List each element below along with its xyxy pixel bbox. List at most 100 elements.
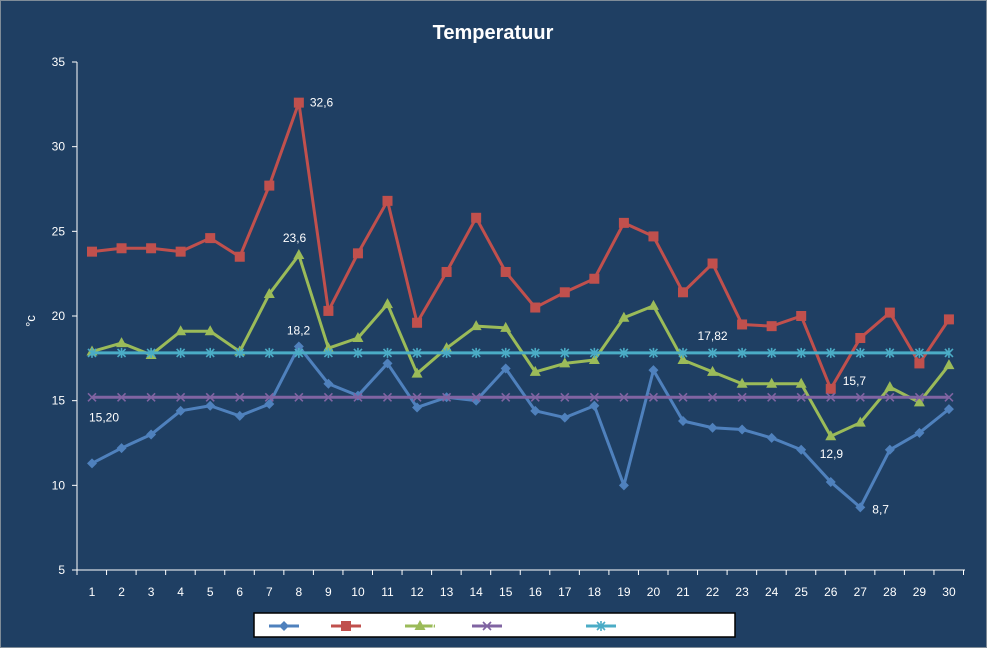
data-point-maand-gemiddelde	[619, 347, 629, 358]
data-point-gem	[766, 377, 778, 388]
data-point-gem	[559, 357, 571, 368]
data-point-max	[530, 302, 541, 313]
y-tick-label: 35	[52, 55, 66, 69]
data-point-maand-gemiddelde	[796, 347, 806, 358]
x-tick-label: 5	[207, 585, 214, 599]
data-point-max	[796, 311, 807, 321]
data-point-max	[293, 97, 304, 108]
data-point-maand-norm	[589, 392, 599, 402]
x-tick-label: 3	[148, 585, 155, 599]
data-point-max	[559, 287, 570, 298]
data-point-gem	[707, 365, 719, 376]
data-point-max	[737, 319, 748, 330]
data-point-min	[855, 502, 866, 513]
data-point-max	[500, 266, 511, 277]
data-point-maand-gemiddelde	[944, 347, 954, 358]
series-maand-norm	[87, 392, 954, 402]
series-layer	[86, 97, 955, 513]
data-point-max	[412, 317, 423, 328]
x-tick-label: 14	[469, 585, 483, 599]
y-tick-label: 30	[52, 140, 66, 154]
x-tick-label: 12	[410, 585, 424, 599]
data-point-maand-gemiddelde	[294, 347, 304, 358]
y-tick-label: 10	[52, 478, 66, 492]
data-point-gem	[382, 298, 393, 309]
data-point-gem	[204, 325, 216, 336]
data-point-maand-gemiddelde	[412, 347, 422, 358]
legend-marker-min	[279, 621, 289, 631]
data-point-gem	[116, 337, 128, 348]
data-point-gem	[884, 381, 896, 392]
data-label: 15,7	[843, 374, 867, 388]
data-point-maand-norm	[87, 392, 97, 402]
data-point-maand-gemiddelde	[707, 347, 718, 358]
x-tick-label: 30	[942, 585, 956, 599]
data-point-maand-norm	[560, 392, 570, 402]
data-point-gem	[647, 299, 659, 310]
data-point-maand-gemiddelde	[235, 347, 245, 358]
series-gem	[86, 249, 955, 441]
y-axis-title: °c	[23, 315, 38, 327]
data-point-max	[707, 258, 718, 269]
data-point-max	[648, 231, 659, 242]
x-tick-label: 7	[266, 585, 273, 599]
data-point-gem	[736, 377, 748, 388]
data-point-min	[648, 365, 659, 376]
data-point-maand-norm	[116, 392, 127, 402]
x-tick-label: 9	[325, 585, 332, 599]
legend-marker-max	[341, 621, 351, 631]
data-point-maand-gemiddelde	[471, 347, 481, 358]
data-point-min	[589, 400, 600, 411]
x-tick-label: 21	[676, 585, 690, 599]
data-point-max	[943, 314, 954, 325]
data-point-maand-norm	[412, 392, 422, 402]
data-label: 8,7	[872, 502, 889, 516]
x-tick-label: 15	[499, 585, 513, 599]
x-tick-label: 11	[381, 585, 394, 599]
data-label: 17,82	[698, 329, 728, 343]
x-tick-label: 24	[765, 585, 779, 599]
x-tick-label: 20	[647, 585, 661, 599]
data-point-gem	[293, 249, 305, 260]
data-point-gem	[588, 354, 600, 365]
data-point-min	[205, 400, 216, 411]
data-point-maand-norm	[471, 392, 481, 402]
data-point-gem	[677, 354, 689, 365]
data-point-max	[234, 251, 245, 262]
data-point-maand-norm	[885, 392, 895, 402]
data-point-maand-norm	[944, 392, 954, 402]
x-tick-label: 25	[795, 585, 809, 599]
data-point-min	[116, 443, 127, 454]
data-point-max	[471, 212, 482, 223]
data-point-maand-gemiddelde	[648, 347, 659, 358]
data-point-min	[618, 480, 629, 491]
data-point-maand-gemiddelde	[885, 347, 895, 358]
data-point-maand-norm	[914, 392, 924, 402]
data-point-min	[234, 410, 245, 421]
data-point-maand-norm	[737, 392, 747, 402]
series-maand-gemiddelde	[87, 347, 954, 358]
data-point-gem	[795, 377, 807, 388]
legend-item-max: max	[331, 619, 387, 633]
legend-item-maand-norm: maand norm	[472, 619, 582, 633]
y-tick-label: 5	[58, 563, 65, 577]
data-point-max	[914, 358, 925, 369]
data-point-maand-norm	[648, 392, 659, 402]
data-point-maand-gemiddelde	[382, 347, 393, 358]
data-point-maand-norm	[855, 392, 865, 402]
series-line-gem	[91, 253, 951, 438]
data-point-maand-gemiddelde	[855, 347, 865, 358]
series-line-min	[91, 344, 950, 509]
data-point-max	[678, 287, 688, 298]
data-point-maand-norm	[176, 392, 186, 402]
y-tick-label: 15	[52, 394, 66, 408]
data-point-min	[323, 378, 334, 389]
data-point-min	[87, 458, 97, 469]
data-point-maand-gemiddelde	[737, 347, 747, 358]
data-point-min	[796, 444, 807, 455]
x-tick-label: 10	[351, 585, 365, 599]
data-point-maand-norm	[796, 392, 806, 402]
x-tick-label: 28	[883, 585, 897, 599]
data-point-min	[293, 341, 304, 352]
